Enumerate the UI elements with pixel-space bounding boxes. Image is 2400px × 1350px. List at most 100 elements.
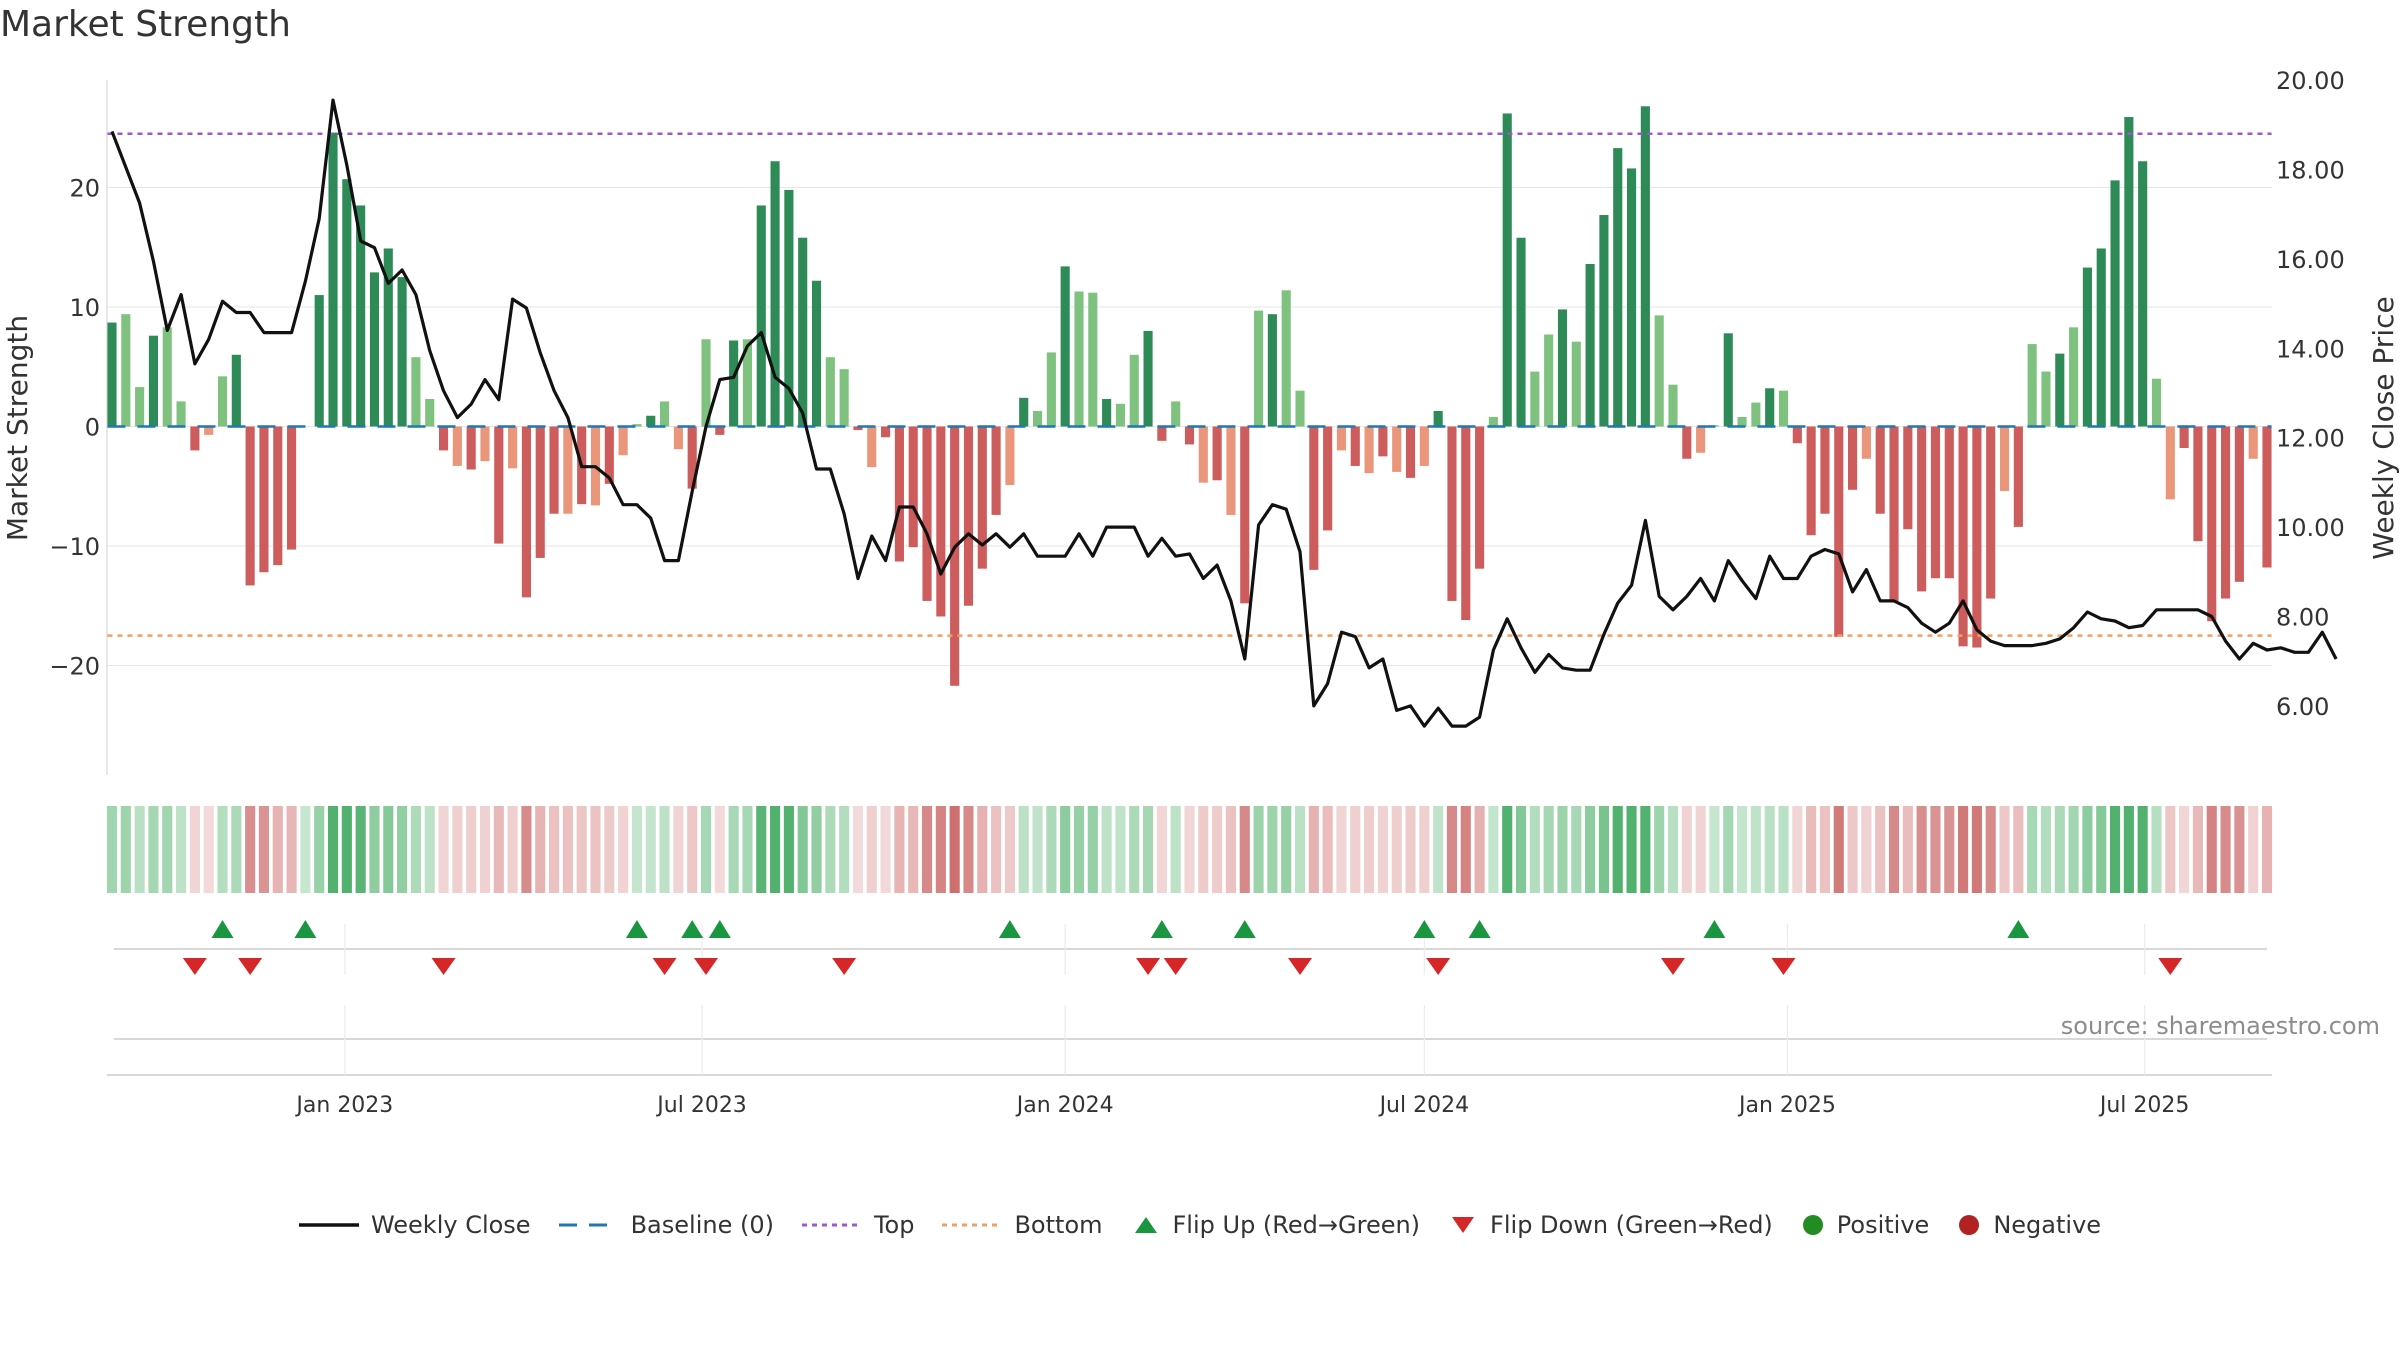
strength-heat-cell — [1861, 806, 1872, 893]
strength-bar — [1917, 426, 1927, 592]
strength-bar — [1613, 148, 1623, 427]
source-credit: source: sharemaestro.com — [2060, 1012, 2380, 1040]
strength-bar — [148, 335, 159, 427]
strength-heat-cell — [1723, 806, 1734, 893]
strength-bar — [259, 426, 269, 573]
strength-heat-cell — [770, 806, 781, 893]
strength-heat-cell — [1529, 806, 1540, 893]
strength-heat-cell — [1156, 806, 1167, 893]
strength-heat-cell — [673, 806, 684, 893]
strength-bar — [231, 354, 241, 427]
strength-heat-cell — [1640, 806, 1651, 893]
strength-heat-cell — [1350, 806, 1361, 893]
strength-heat-cell — [2082, 806, 2093, 893]
strength-bar — [2027, 344, 2037, 427]
strength-bar — [1889, 426, 1899, 601]
legend-item: Baseline (0) — [558, 1211, 774, 1239]
flip-up-marker — [1233, 920, 1256, 938]
strength-heat-cell — [2109, 806, 2121, 893]
strength-bar — [1571, 341, 1581, 427]
left-tick-label: −10 — [49, 533, 100, 561]
strength-heat-cell — [1626, 806, 1637, 893]
strength-bar — [1903, 426, 1913, 530]
strength-heat-cell — [2248, 806, 2259, 893]
left-tick-label: 0 — [85, 414, 100, 442]
flip-up-marker — [1468, 920, 1491, 938]
strength-heat-cell — [2013, 806, 2024, 893]
strength-heat-cell — [521, 806, 532, 893]
strength-heat-cell — [2096, 806, 2107, 893]
strength-heat-cell — [1944, 806, 1955, 893]
strength-heat-cell — [2068, 806, 2079, 893]
strength-heat-cell — [935, 806, 946, 893]
strength-heat-cell — [507, 806, 518, 893]
strength-bar — [107, 322, 117, 427]
flip-down-marker — [694, 958, 719, 975]
strength-heat-cell — [245, 806, 256, 893]
legend-item: Bottom — [942, 1211, 1103, 1239]
strength-bar — [1557, 309, 1568, 427]
strength-heat-cell — [977, 806, 988, 893]
strength-heat-cell — [1792, 806, 1803, 893]
strength-heat-cell — [1294, 806, 1306, 893]
strength-heat-cell — [1888, 806, 1900, 893]
strength-bar — [369, 272, 380, 427]
strength-heat-cell — [1916, 806, 1927, 893]
flip-down-marker — [1288, 958, 1313, 975]
strength-heat-cell — [2137, 806, 2148, 893]
strength-bar — [2220, 426, 2231, 599]
strength-heat-cell — [2054, 806, 2065, 893]
strength-bar — [811, 280, 822, 427]
strength-bar — [1240, 426, 1250, 604]
strength-heat-cell — [300, 806, 311, 893]
legend-label: Positive — [1836, 1211, 1930, 1239]
strength-bar — [1820, 426, 1830, 514]
strength-heat-cell — [742, 806, 753, 893]
strength-bar — [176, 401, 186, 427]
strength-heat-cell — [2040, 806, 2052, 893]
strength-heat-cell — [2234, 806, 2245, 893]
strength-bar — [508, 426, 518, 469]
legend-item: Negative — [1957, 1211, 2101, 1239]
strength-heat-cell — [728, 806, 739, 893]
strength-bar — [770, 161, 780, 427]
right-tick-label: 14.00 — [2276, 335, 2345, 363]
legend-item: Top — [801, 1211, 914, 1239]
strength-heat-cell — [203, 806, 214, 893]
legend-item: Weekly Close — [298, 1211, 531, 1239]
strength-bar — [1848, 426, 1858, 490]
strength-bar — [742, 339, 753, 427]
right-tick-label: 18.00 — [2276, 156, 2345, 184]
strength-bar — [1198, 426, 1208, 483]
flip-up-marker — [708, 920, 731, 938]
strength-bar — [1475, 426, 1485, 569]
strength-heat-cell — [1170, 806, 1181, 893]
flip-up-marker — [294, 920, 317, 938]
strength-bar — [1212, 426, 1222, 481]
strength-heat-cell — [1833, 806, 1844, 893]
left-axis-title: Market Strength — [1, 315, 34, 541]
flip-up-marker — [2007, 920, 2030, 938]
strength-bar — [1737, 416, 1747, 427]
right-tick-label: 10.00 — [2276, 514, 2345, 542]
strength-bar — [729, 340, 739, 427]
strength-bar — [217, 376, 228, 427]
legend-label: Bottom — [1014, 1211, 1103, 1239]
strength-heat-cell — [258, 806, 270, 893]
strength-heat-cell — [1612, 806, 1623, 893]
strength-heat-cell — [880, 806, 891, 893]
strength-heat-cell — [1419, 806, 1430, 893]
strength-bar — [121, 314, 131, 427]
strength-heat-cell — [825, 806, 836, 893]
strength-heat-cell — [1046, 806, 1057, 893]
strength-heat-cell — [991, 806, 1002, 893]
strength-bar — [273, 426, 283, 566]
flip-down-marker — [1660, 958, 1685, 975]
strength-heat-cell — [700, 806, 712, 893]
strength-bar — [466, 426, 476, 470]
triangle-down-icon — [1448, 1215, 1478, 1235]
strength-heat-cell — [106, 806, 118, 893]
strength-bar — [1419, 426, 1429, 466]
strength-bar — [1682, 426, 1692, 459]
